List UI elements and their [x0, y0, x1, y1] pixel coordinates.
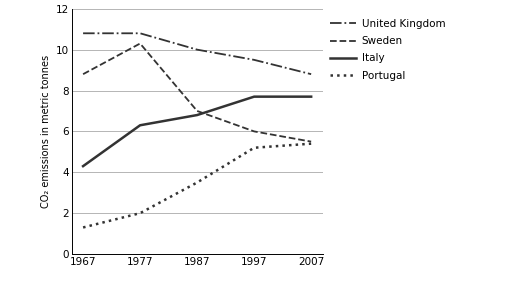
Legend: United Kingdom, Sweden, Italy, Portugal: United Kingdom, Sweden, Italy, Portugal [330, 19, 445, 81]
Y-axis label: CO₂ emissions in metric tonnes: CO₂ emissions in metric tonnes [41, 55, 52, 208]
